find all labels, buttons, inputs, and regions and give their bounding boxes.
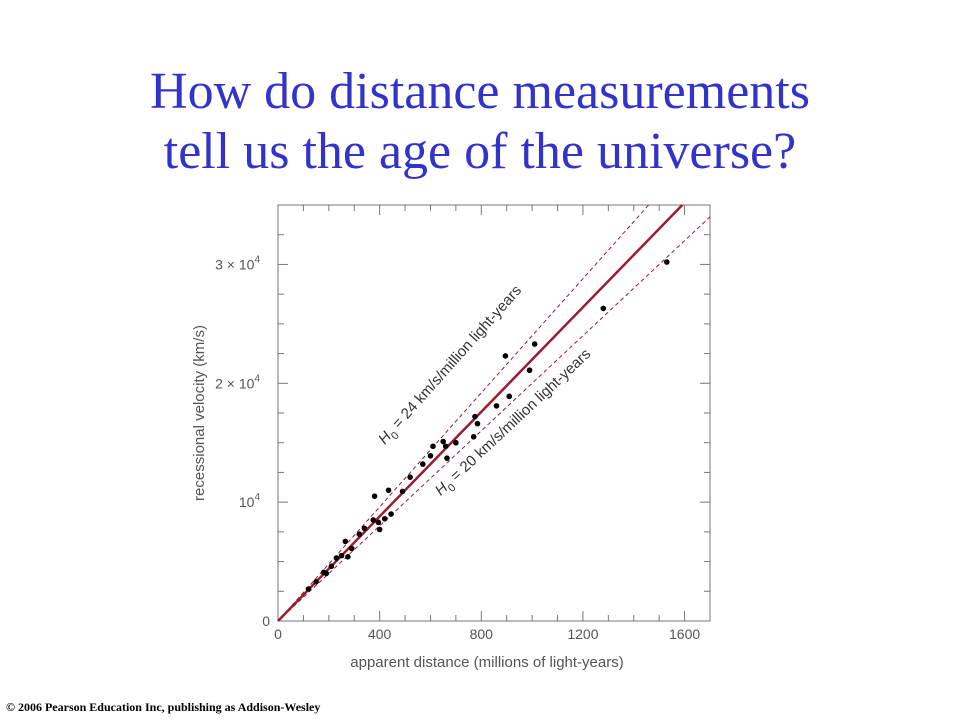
data-point (356, 531, 363, 538)
y-tick-label: 2 × 104 (215, 373, 260, 391)
fit-label-text: = 24 km/s/million light-years (386, 282, 525, 435)
x-tick-label: 1200 (567, 626, 598, 642)
y-tick-label: 3 × 104 (215, 254, 260, 272)
data-point (472, 413, 478, 420)
data-point (493, 403, 500, 409)
y-tick-base: 3 × 10 (215, 256, 255, 272)
data-point (420, 461, 426, 467)
plot-frame (277, 204, 711, 622)
title-line-1: How do distance measurements (150, 63, 810, 120)
data-point (474, 420, 481, 427)
bound-line-24 (277, 204, 649, 622)
data-point (388, 511, 394, 517)
data-point (375, 519, 382, 526)
ticks-layer (278, 205, 710, 621)
data-point (370, 517, 377, 523)
y-tick-exponent: 4 (254, 254, 260, 265)
y-tick-label: 0 (262, 613, 270, 629)
copyright-notice: © 2006 Pearson Education Inc, publishing… (6, 700, 321, 714)
data-point (440, 438, 446, 445)
data-point (502, 353, 509, 359)
data-point (371, 493, 378, 500)
fit-label-text: = 20 km/s/million light-years (444, 346, 594, 488)
bound-line-20 (277, 216, 711, 622)
x-tick-label: 400 (368, 626, 392, 642)
data-point (453, 439, 459, 446)
data-point (361, 525, 368, 532)
data-point (664, 259, 670, 265)
data-point (338, 552, 345, 559)
data-point (348, 545, 355, 552)
y-tick-exponent: 4 (254, 492, 260, 503)
y-tick-label: 104 (239, 492, 261, 510)
slide-title: How do distance measurements tell us the… (0, 62, 960, 182)
data-point (323, 570, 330, 577)
x-tick-label: 800 (470, 626, 494, 642)
data-point (305, 586, 312, 592)
data-point (342, 538, 349, 545)
data-point (381, 515, 388, 522)
data-point (531, 341, 538, 347)
data-point (470, 433, 477, 440)
data-point (328, 563, 335, 570)
data-point (444, 455, 450, 461)
data-point (430, 443, 436, 450)
title-line-2: tell us the age of the universe? (163, 123, 797, 180)
y-axis-title: recessional velocity (km/s) (191, 325, 208, 501)
data-point (313, 578, 319, 585)
y-tick-exponent: 4 (254, 373, 260, 384)
data-point (600, 305, 607, 312)
data-points-layer (305, 259, 670, 592)
fit-lines-layer (277, 204, 711, 622)
best-fit-line (277, 204, 684, 622)
data-point (442, 443, 449, 450)
data-point (427, 452, 434, 459)
y-tick-base: 2 × 10 (215, 375, 255, 391)
data-point (506, 393, 513, 400)
x-axis-title: apparent distance (millions of light-yea… (350, 654, 623, 671)
y-tick-base: 10 (239, 494, 255, 510)
data-point (385, 487, 392, 494)
x-tick-label: 0 (274, 626, 282, 642)
data-point (376, 526, 383, 533)
data-point (333, 555, 340, 561)
data-point (407, 474, 413, 480)
data-point (526, 367, 533, 374)
data-point (399, 488, 406, 495)
x-tick-label: 1600 (669, 626, 700, 642)
data-point (345, 554, 351, 560)
